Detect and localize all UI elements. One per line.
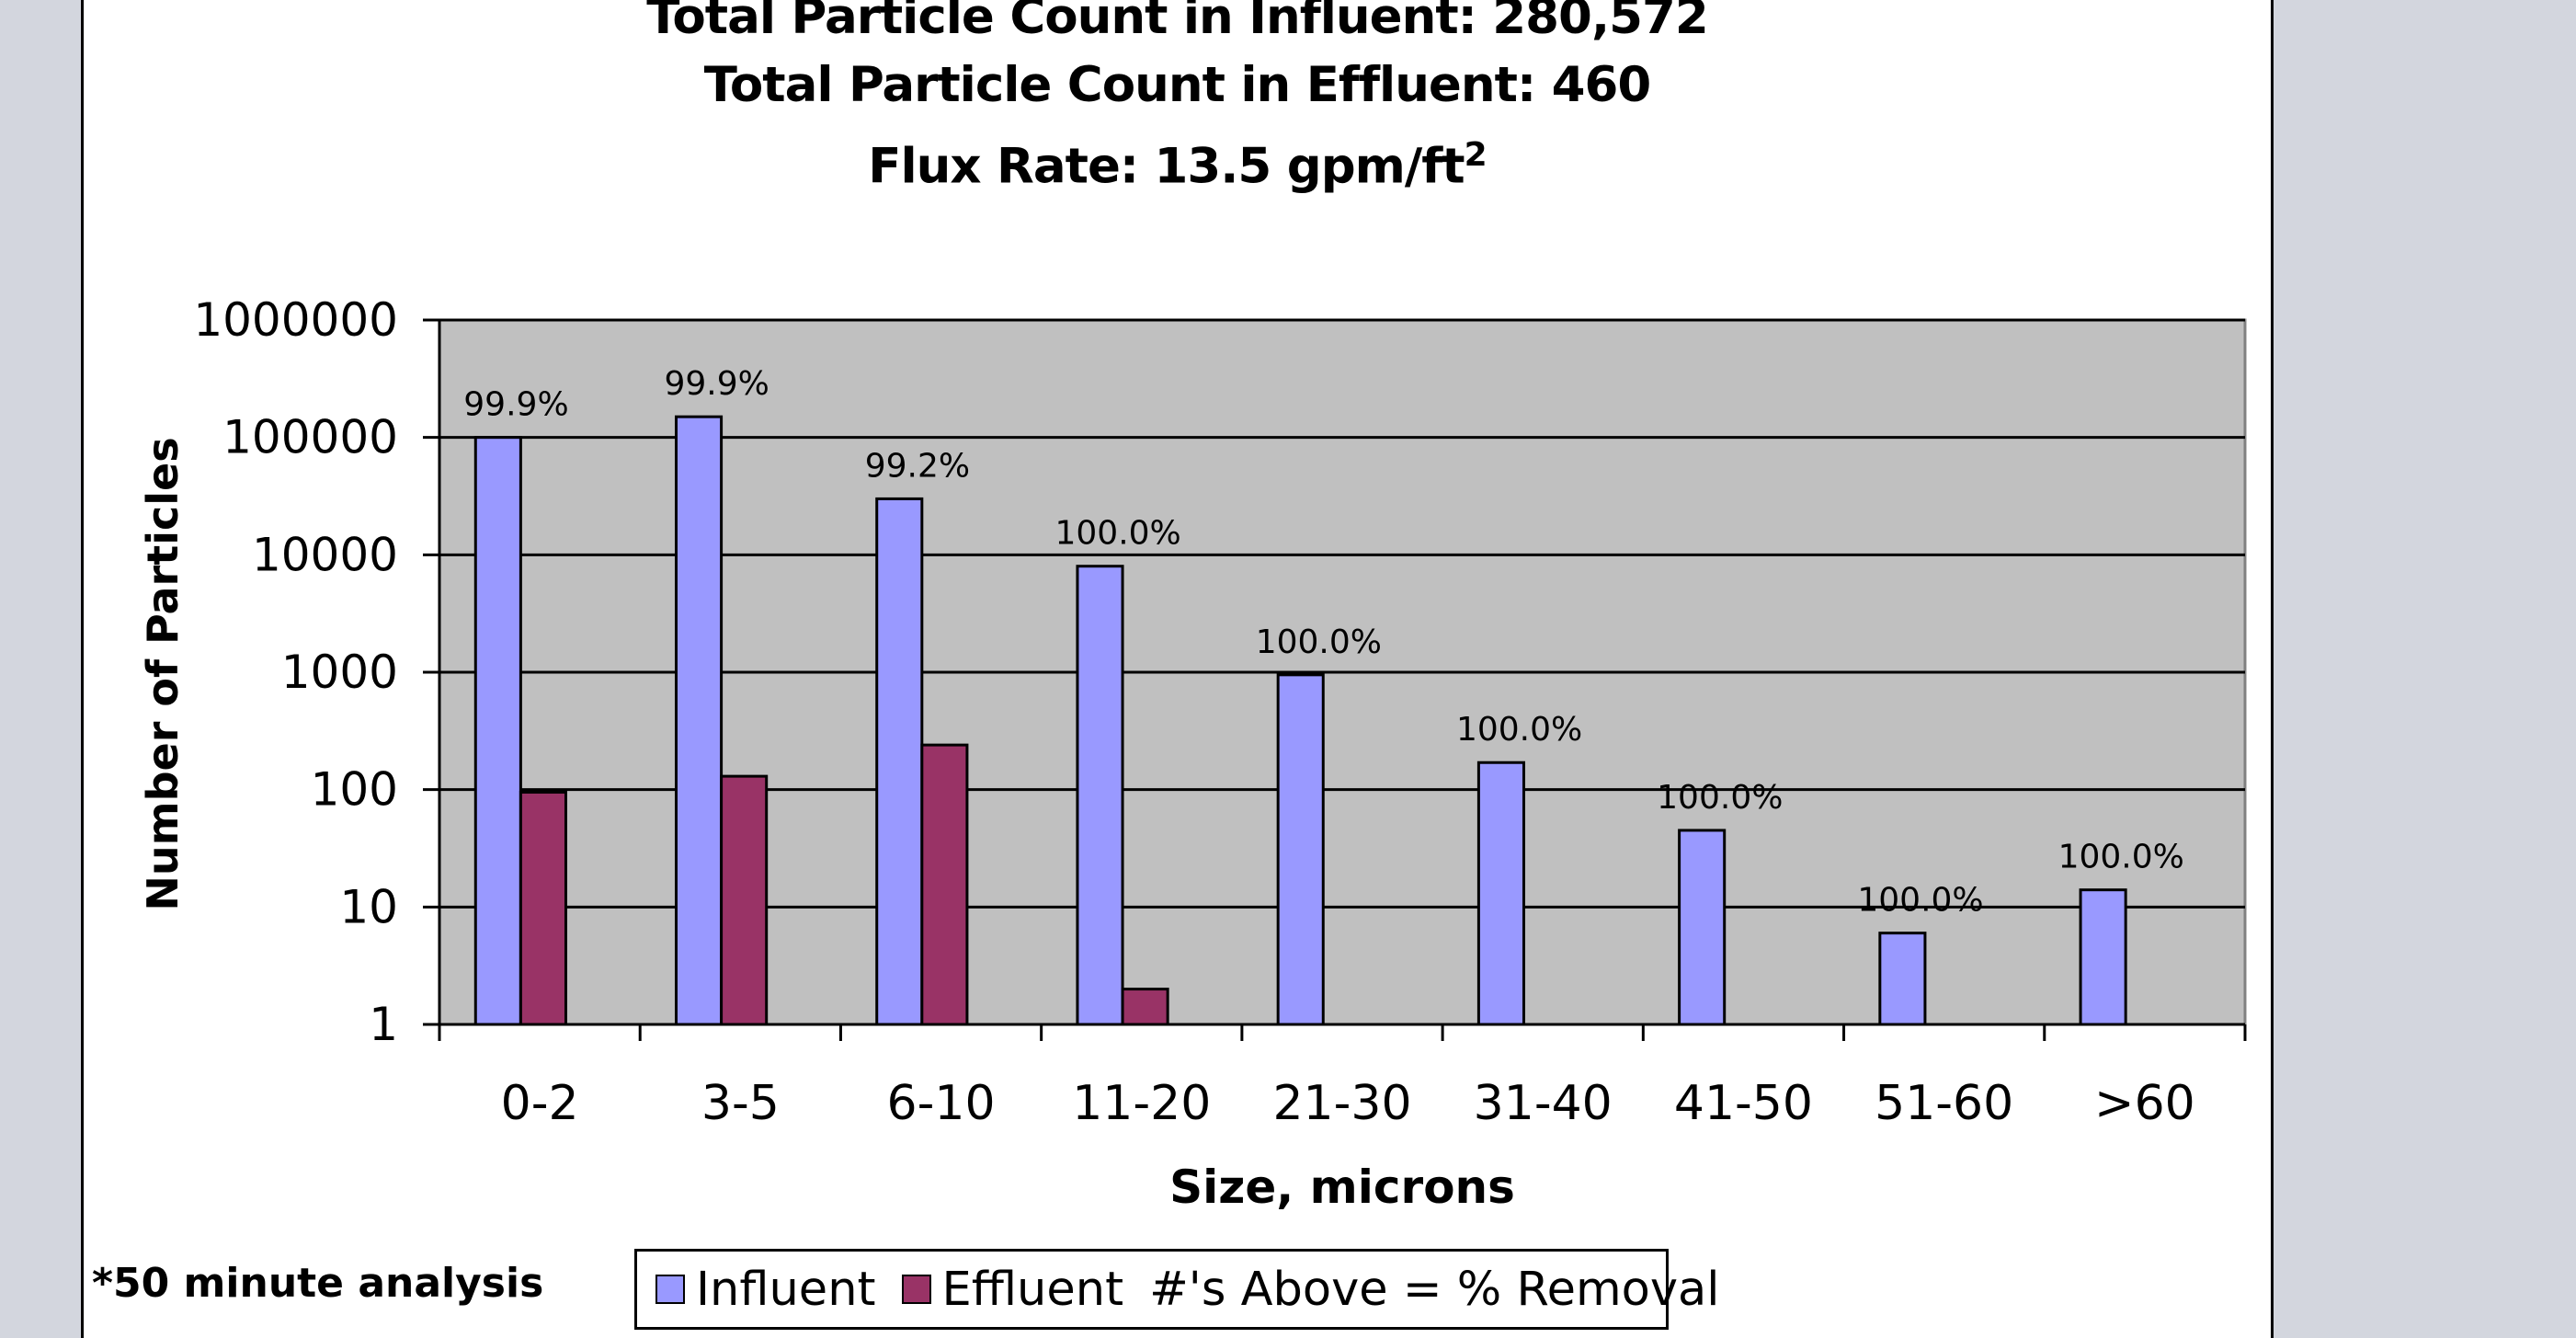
x-tick-label: 51-60	[1875, 1076, 2013, 1131]
y-tick-label: 100	[311, 763, 398, 817]
removal-label: 99.9%	[665, 365, 769, 403]
bar-influent-0-2	[473, 436, 522, 1026]
legend-item-influent: Influent	[655, 1263, 876, 1317]
removal-label: 100.0%	[1456, 711, 1582, 749]
bar-influent-21-30	[1276, 673, 1325, 1026]
y-tick-label: 10000	[252, 528, 398, 581]
bar-influent-3-5	[675, 415, 724, 1026]
bar-influent->60	[2079, 888, 2127, 1026]
y-axis-title: Number of Particles	[138, 437, 188, 910]
bar-effluent-6-10	[920, 743, 969, 1026]
bar-effluent-11-20	[1121, 988, 1169, 1026]
bar-effluent-0-2	[519, 791, 567, 1026]
y-tick-label: 1000000	[193, 293, 398, 347]
legend-removal-note: #'s Above = % Removal	[1149, 1262, 1720, 1317]
chart-title-influent-total: Total Particle Count in Influent: 280,57…	[646, 0, 1708, 45]
bar-influent-41-50	[1678, 829, 1727, 1026]
bar-effluent-3-5	[720, 774, 769, 1026]
x-tick-label: >60	[2094, 1076, 2195, 1131]
x-tick-label: 41-50	[1674, 1076, 1813, 1131]
bar-influent-11-20	[1076, 565, 1124, 1026]
labels: 1000000 100000 10000 1000 100 10 1 99.9% 0-2 99.9…	[193, 293, 2194, 1131]
legend-swatch-effluent	[901, 1275, 931, 1304]
bar-influent-51-60	[1878, 932, 1927, 1026]
x-tick-label: 0-2	[501, 1076, 579, 1131]
x-tick-label: 3-5	[701, 1076, 780, 1131]
legend-item-effluent: Effluent	[901, 1262, 1124, 1317]
y-tick-label: 1	[369, 998, 398, 1051]
chart-title-flux-rate: Flux Rate: 13.5 gpm/ft2	[84, 136, 2271, 195]
flux-rate-superscript: 2	[1464, 136, 1487, 174]
removal-label: 99.2%	[865, 447, 970, 485]
x-tick-label: 31-40	[1474, 1076, 1613, 1131]
axes	[423, 318, 2247, 1041]
removal-label: 100.0%	[1857, 882, 1983, 920]
removal-label: 100.0%	[2058, 839, 2184, 876]
bar-influent-31-40	[1476, 760, 1525, 1026]
x-axis-title: Size, microns	[1169, 1161, 1515, 1214]
chart-title-effluent-total: Total Particle Count in Effluent: 460	[703, 57, 1651, 113]
y-tick-label: 10	[339, 880, 398, 933]
legend-label-effluent: Effluent	[941, 1262, 1124, 1317]
removal-label: 100.0%	[1256, 623, 1382, 661]
removal-label: 100.0%	[1054, 515, 1180, 553]
legend-label-influent: Influent	[696, 1262, 876, 1317]
x-tick-label: 11-20	[1072, 1076, 1211, 1131]
flux-rate-text: Flux Rate: 13.5 gpm/ft	[868, 138, 1465, 195]
x-tick-label: 6-10	[887, 1076, 996, 1131]
removal-label: 100.0%	[1657, 779, 1783, 817]
legend-swatch-influent	[655, 1275, 685, 1304]
legend: Influent Effluent #'s Above = % Removal	[634, 1249, 1719, 1330]
removal-label: 99.9%	[463, 386, 568, 424]
analysis-note: *50 minute analysis	[92, 1260, 544, 1307]
y-tick-label: 100000	[222, 411, 398, 464]
y-tick-label: 1000	[281, 646, 398, 699]
bar-influent-6-10	[875, 497, 924, 1026]
x-tick-label: 21-30	[1272, 1076, 1411, 1131]
